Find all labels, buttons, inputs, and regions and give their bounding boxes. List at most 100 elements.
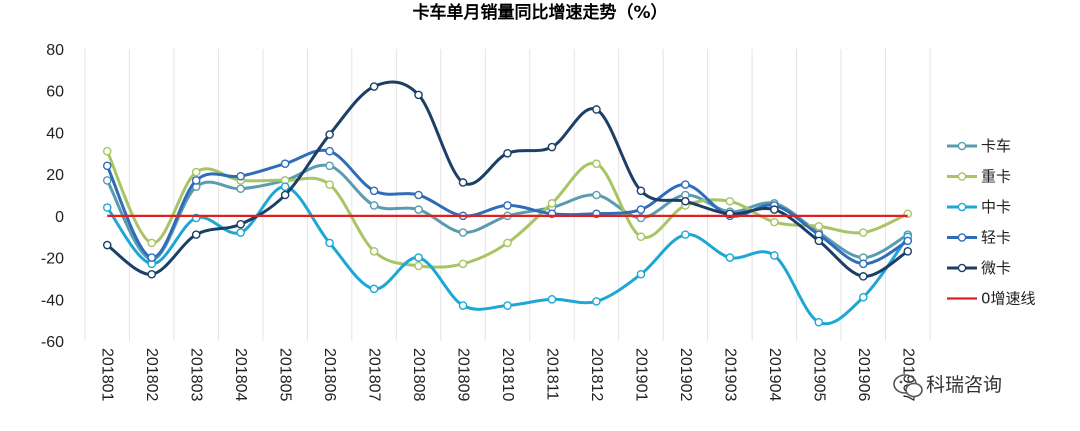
data-point <box>681 196 690 206</box>
chart-title: 卡车单月销量同比增速走势（%） <box>412 2 667 23</box>
series-2 <box>102 182 913 327</box>
x-tick-label: 201809 <box>455 348 472 401</box>
data-point <box>236 171 245 181</box>
legend-label: 重卡 <box>981 168 1011 186</box>
legend-item: 重卡 <box>947 168 1011 186</box>
x-tick-label: 201903 <box>721 348 738 401</box>
data-point <box>102 161 112 171</box>
data-point <box>458 301 468 310</box>
data-point <box>102 203 112 212</box>
data-point <box>592 105 601 114</box>
y-tick-label: -60 <box>41 334 64 351</box>
data-point <box>236 219 245 229</box>
data-point <box>102 176 112 185</box>
data-point <box>325 180 334 189</box>
x-tick-label: 201808 <box>410 348 427 401</box>
data-point <box>636 205 646 214</box>
data-point <box>458 228 468 237</box>
legend-item: 轻卡 <box>947 229 1011 247</box>
watermark-brand: 科瑞咨询 <box>926 374 1002 396</box>
series-3 <box>102 146 913 269</box>
data-point <box>503 201 512 210</box>
data-point <box>770 205 779 214</box>
y-tick-label: -20 <box>41 251 64 268</box>
data-point <box>191 176 201 185</box>
x-tick-label: 201801 <box>99 348 116 401</box>
data-point <box>414 261 423 271</box>
data-point <box>325 238 334 248</box>
data-point <box>102 146 112 156</box>
data-point <box>770 217 779 227</box>
data-point <box>147 253 157 262</box>
data-point <box>814 317 824 327</box>
data-point <box>369 82 379 91</box>
data-point <box>414 253 423 262</box>
x-tick-label: 201812 <box>588 348 605 401</box>
data-point <box>636 232 646 242</box>
x-tick-label: 201802 <box>143 348 160 401</box>
legend-marker <box>957 233 967 242</box>
legend-label: 轻卡 <box>981 229 1011 247</box>
x-tick-label: 201811 <box>543 348 560 400</box>
data-point <box>414 90 423 100</box>
data-point <box>458 259 468 269</box>
x-tick-label: 201805 <box>277 348 294 401</box>
x-tick-label: 201810 <box>499 348 516 401</box>
y-tick-label: 60 <box>46 84 64 101</box>
x-tick-label: 201906 <box>855 348 872 401</box>
legend-label: 中卡 <box>981 198 1011 216</box>
data-point <box>503 301 512 310</box>
data-point <box>236 184 245 194</box>
data-point <box>280 182 290 191</box>
data-point <box>458 178 468 187</box>
y-tick-label: 20 <box>46 167 64 184</box>
x-axis: 201801 201802 201803 201804 201805 201806 2018… <box>99 348 917 401</box>
data-point <box>414 190 423 200</box>
legend-marker <box>957 141 967 151</box>
x-tick-label: 201905 <box>810 348 827 401</box>
data-point <box>503 148 512 158</box>
data-point <box>503 238 512 248</box>
data-point <box>858 259 868 269</box>
x-tick-label: 201807 <box>366 348 383 401</box>
x-tick-label: 201901 <box>632 348 649 401</box>
grid <box>84 49 931 341</box>
data-point <box>369 201 379 210</box>
legend-label: 微卡 <box>981 259 1011 277</box>
data-point <box>147 269 157 279</box>
x-tick-label: 201904 <box>766 348 783 401</box>
data-point <box>369 284 379 294</box>
x-tick-label: 201806 <box>321 348 338 401</box>
legend-marker <box>957 263 967 273</box>
data-point <box>858 228 868 237</box>
data-point <box>147 238 157 248</box>
data-point <box>725 253 735 262</box>
data-point <box>236 228 245 237</box>
data-point <box>903 236 913 246</box>
legend-item: 卡车 <box>947 137 1011 155</box>
legend-item: 微卡 <box>947 259 1011 277</box>
data-point <box>191 167 201 177</box>
data-point <box>770 251 779 260</box>
legend-label: 0增速线 <box>981 290 1036 308</box>
data-point <box>547 142 557 152</box>
legend-label: 卡车 <box>981 137 1011 155</box>
data-point <box>547 199 557 208</box>
data-point <box>414 205 423 214</box>
series-4 <box>102 80 913 281</box>
data-point <box>547 294 557 304</box>
data-point <box>369 186 379 196</box>
data-point <box>814 236 824 246</box>
wechat-icon <box>893 374 923 398</box>
x-tick-label: 201902 <box>677 348 694 401</box>
y-tick-label: 40 <box>46 125 64 142</box>
data-point <box>592 159 601 169</box>
y-tick-label: -40 <box>41 292 64 309</box>
y-tick-label: 80 <box>46 42 64 59</box>
data-point <box>280 190 290 200</box>
data-point <box>858 272 868 281</box>
data-point <box>814 221 824 231</box>
data-point <box>636 269 646 279</box>
